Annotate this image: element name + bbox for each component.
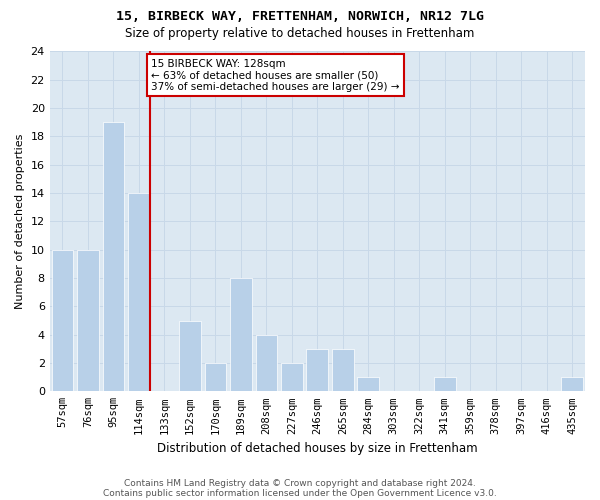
Text: Size of property relative to detached houses in Frettenham: Size of property relative to detached ho…: [125, 28, 475, 40]
Bar: [52, 250, 73, 392]
Bar: [307, 349, 328, 392]
X-axis label: Distribution of detached houses by size in Frettenham: Distribution of detached houses by size …: [157, 442, 478, 455]
Bar: [77, 250, 99, 392]
Bar: [256, 334, 277, 392]
Y-axis label: Number of detached properties: Number of detached properties: [15, 134, 25, 309]
Text: Contains public sector information licensed under the Open Government Licence v3: Contains public sector information licen…: [103, 488, 497, 498]
Bar: [562, 377, 583, 392]
Text: 15, BIRBECK WAY, FRETTENHAM, NORWICH, NR12 7LG: 15, BIRBECK WAY, FRETTENHAM, NORWICH, NR…: [116, 10, 484, 23]
Bar: [332, 349, 353, 392]
Bar: [230, 278, 251, 392]
Text: Contains HM Land Registry data © Crown copyright and database right 2024.: Contains HM Land Registry data © Crown c…: [124, 478, 476, 488]
Text: 15 BIRBECK WAY: 128sqm
← 63% of detached houses are smaller (50)
37% of semi-det: 15 BIRBECK WAY: 128sqm ← 63% of detached…: [151, 58, 400, 92]
Bar: [179, 320, 201, 392]
Bar: [128, 193, 150, 392]
Bar: [103, 122, 124, 392]
Bar: [281, 363, 302, 392]
Bar: [358, 377, 379, 392]
Bar: [434, 377, 455, 392]
Bar: [205, 363, 226, 392]
